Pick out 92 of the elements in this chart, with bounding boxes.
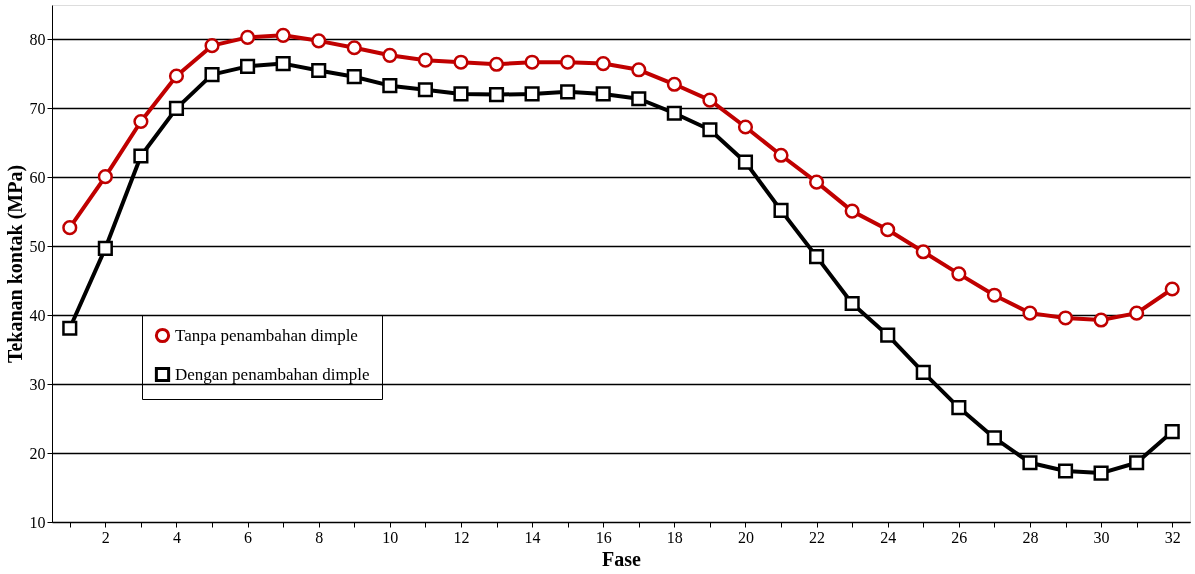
point: [1164, 424, 1180, 440]
point: [417, 82, 433, 98]
legend-label: Dengan penambahan dimple: [175, 364, 370, 384]
point: [346, 40, 362, 56]
point: [844, 295, 860, 312]
point: [311, 62, 327, 79]
point: [809, 174, 825, 190]
point: [1164, 281, 1180, 297]
point: [666, 76, 682, 92]
point: [1129, 305, 1145, 321]
point: [524, 54, 540, 70]
point: [880, 222, 896, 238]
point: [666, 105, 682, 121]
x-tick-label: 24: [880, 528, 897, 546]
x-tick-label: 4: [172, 528, 181, 546]
legend-label: Tanpa penambahan dimple: [175, 325, 358, 345]
point: [880, 327, 896, 343]
x-tick-label: 16: [595, 528, 612, 546]
point: [275, 56, 291, 72]
point: [631, 91, 647, 107]
y-tick-label: 60: [29, 168, 46, 186]
point: [702, 122, 718, 138]
point: [986, 287, 1002, 303]
x-tick-label: 28: [1022, 528, 1039, 546]
point: [453, 86, 469, 102]
point: [1093, 312, 1109, 328]
x-axis-title: Fase: [602, 547, 642, 570]
point: [773, 202, 789, 218]
point: [97, 169, 113, 185]
x-tick-label: 22: [809, 528, 826, 546]
point: [1022, 305, 1038, 321]
point: [595, 56, 611, 72]
point: [62, 320, 78, 336]
point: [1057, 463, 1074, 479]
point: [240, 58, 256, 74]
point: [560, 54, 576, 70]
point: [488, 87, 505, 103]
point: [809, 249, 825, 265]
y-axis-title: Tekanan kontak (MPa): [3, 164, 27, 364]
x-tick-label: 2: [101, 528, 110, 546]
point: [62, 220, 78, 236]
point: [1022, 455, 1038, 471]
x-tick-label: 30: [1093, 528, 1110, 546]
x-tick-label: 10: [382, 528, 399, 546]
point: [346, 69, 362, 85]
point: [204, 67, 220, 83]
point: [275, 27, 291, 43]
y-tick-label: 70: [29, 99, 46, 117]
point: [560, 84, 576, 100]
x-tick-label: 6: [244, 528, 253, 546]
y-tick-label: 10: [29, 513, 46, 531]
point: [986, 430, 1002, 446]
point: [453, 54, 469, 70]
point: [204, 38, 220, 54]
point: [915, 244, 931, 260]
x-tick-label: 18: [666, 528, 683, 546]
point: [1129, 455, 1145, 471]
y-tick-label: 50: [29, 237, 46, 255]
point: [702, 92, 718, 108]
point: [168, 68, 185, 84]
point: [595, 86, 611, 102]
x-tick-label: 14: [524, 528, 541, 546]
point: [417, 52, 433, 68]
point: [1093, 465, 1109, 481]
point: [773, 147, 789, 163]
point: [915, 364, 931, 380]
point: [382, 47, 398, 63]
y-tick-label: 40: [29, 306, 46, 324]
point: [951, 266, 967, 282]
x-tick-label: 12: [453, 528, 470, 546]
point: [844, 203, 860, 219]
point: [240, 29, 256, 45]
x-tick-label: 8: [315, 528, 324, 546]
y-tick-label: 20: [29, 444, 46, 462]
point: [168, 100, 185, 116]
point: [631, 62, 647, 78]
point: [1057, 310, 1074, 326]
point: [737, 119, 754, 135]
point: [524, 86, 540, 102]
point: [737, 154, 754, 170]
x-tick-label: 26: [951, 528, 968, 546]
point: [97, 240, 113, 256]
point: [382, 78, 398, 94]
y-tick-label: 30: [29, 375, 46, 393]
point: [951, 400, 967, 416]
x-tick-label: 32: [1164, 528, 1181, 546]
point: [311, 33, 327, 49]
point: [488, 56, 505, 72]
x-tick-label: 20: [737, 528, 754, 546]
point: [133, 148, 149, 164]
point: [133, 113, 149, 130]
y-tick-label: 80: [29, 30, 46, 48]
